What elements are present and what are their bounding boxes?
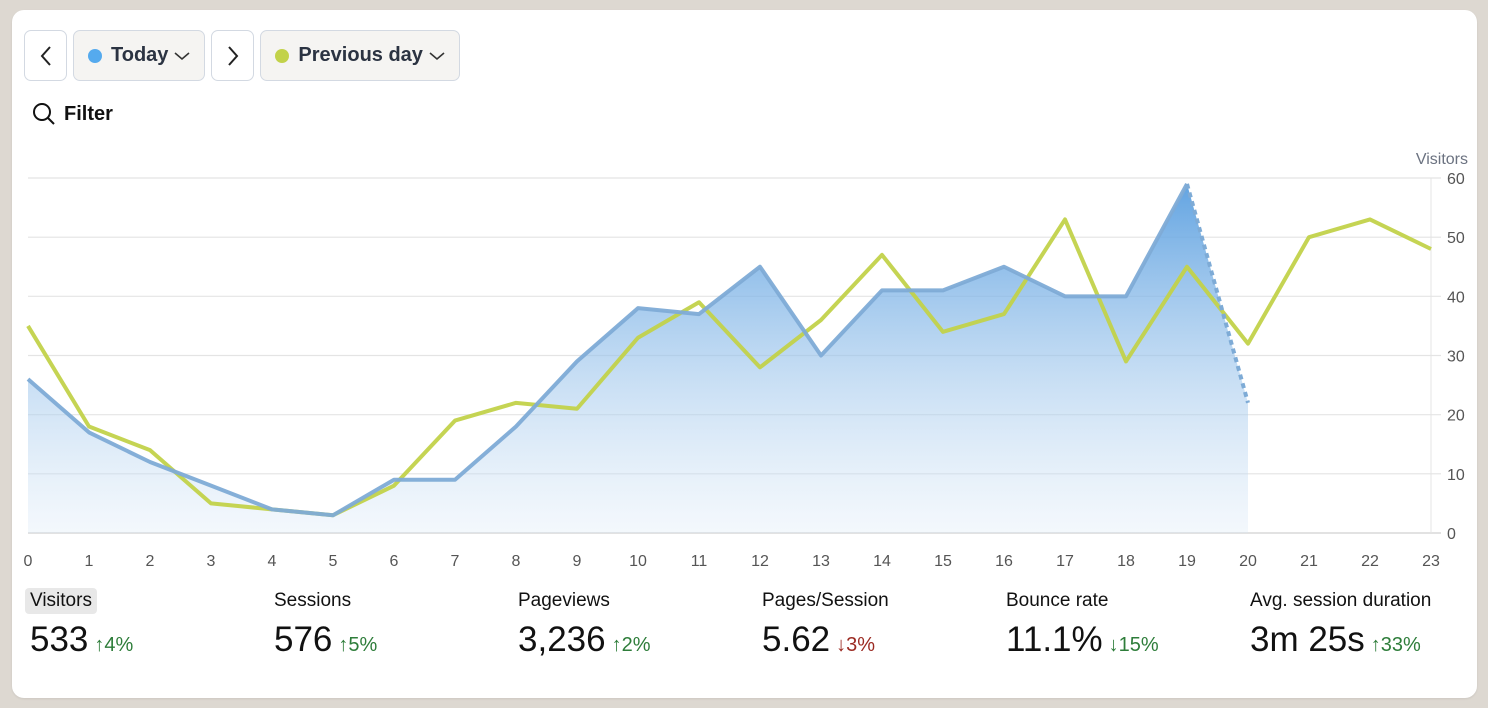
- stat-label: Pageviews: [518, 590, 610, 611]
- x-tick-label: 0: [24, 553, 33, 570]
- y-tick-label: 0: [1447, 526, 1456, 543]
- x-tick-label: 19: [1178, 553, 1196, 570]
- y-axis-title: Visitors: [1416, 151, 1468, 168]
- stat-change: ↑2%: [612, 634, 651, 657]
- x-tick-label: 20: [1239, 553, 1257, 570]
- stat-change-value: 33%: [1380, 634, 1421, 656]
- compare-period-label: Previous day: [298, 44, 423, 66]
- stat-value-row: 5.62 ↓3%: [762, 620, 894, 660]
- chevron-down-icon: [429, 51, 445, 61]
- y-tick-label: 30: [1447, 349, 1465, 366]
- x-tick-label: 23: [1422, 553, 1440, 570]
- stat-label: Sessions: [274, 590, 352, 611]
- x-tick-label: 2: [146, 553, 155, 570]
- stat-label: Pages/Session: [762, 590, 889, 611]
- x-tick-label: 7: [451, 553, 460, 570]
- x-tick-label: 4: [268, 553, 277, 570]
- arrow-up-icon: ↑: [94, 634, 105, 656]
- stat-value: 3,236: [518, 620, 606, 659]
- arrow-down-icon: ↓: [836, 634, 847, 656]
- y-tick-label: 10: [1447, 467, 1465, 484]
- chevron-down-icon: [174, 51, 190, 61]
- x-tick-label: 21: [1300, 553, 1318, 570]
- chevron-left-icon: [40, 45, 51, 66]
- x-tick-label: 10: [629, 553, 647, 570]
- y-tick-label: 60: [1447, 171, 1465, 188]
- stat-value: 3m 25s: [1250, 620, 1365, 659]
- filter-button[interactable]: Filter: [32, 102, 113, 126]
- x-tick-label: 9: [573, 553, 582, 570]
- stat-change-value: 5%: [348, 634, 378, 656]
- x-tick-label: 16: [995, 553, 1013, 570]
- stat-value-row: 3,236 ↑2%: [518, 620, 651, 660]
- stat-label: Visitors: [25, 588, 97, 614]
- stat-change-value: 4%: [104, 634, 134, 656]
- today-line: [26, 182, 1189, 518]
- stat-change-value: 3%: [846, 634, 876, 656]
- x-tick-label: 22: [1361, 553, 1379, 570]
- x-tick-label: 15: [934, 553, 952, 570]
- arrow-up-icon: ↑: [611, 634, 622, 656]
- y-tick-label: 20: [1447, 408, 1465, 425]
- search-icon: [33, 103, 55, 125]
- x-tick-label: 18: [1117, 553, 1135, 570]
- y-axis-ticks: 0 10 20 30 40 50 60: [1447, 171, 1465, 543]
- filter-label: Filter: [64, 102, 113, 125]
- stat-value: 533: [30, 620, 89, 659]
- stat-label: Bounce rate: [1006, 590, 1109, 611]
- stat-change-value: 15%: [1118, 634, 1159, 656]
- stat-value: 11.1%: [1006, 620, 1103, 659]
- stat-avg-session-duration[interactable]: Avg. session duration 3m 25s ↑33%: [1250, 588, 1436, 660]
- x-tick-label: 17: [1056, 553, 1074, 570]
- previous-period-button[interactable]: [24, 30, 67, 81]
- today-projected-line: [1185, 183, 1250, 404]
- stat-value-row: 3m 25s ↑33%: [1250, 620, 1436, 660]
- stat-value: 5.62: [762, 620, 831, 659]
- stat-sessions[interactable]: Sessions 576 ↑5%: [274, 588, 377, 660]
- stat-change: ↓3%: [836, 634, 875, 657]
- stat-change: ↑4%: [94, 634, 133, 657]
- current-period-label: Today: [111, 44, 169, 66]
- stat-value: 576: [274, 620, 333, 659]
- y-tick-label: 50: [1447, 230, 1465, 247]
- stat-pages-session[interactable]: Pages/Session 5.62 ↓3%: [762, 588, 894, 660]
- stat-change: ↓15%: [1109, 634, 1159, 657]
- x-tick-label: 5: [329, 553, 338, 570]
- summary-stats: Visitors 533 ↑4% Sessions 576 ↑5% Pageviews 3,2…: [18, 588, 1458, 678]
- current-period-color-dot: [88, 48, 102, 63]
- x-tick-label: 11: [691, 553, 708, 570]
- period-toolbar: Today Previous day: [24, 30, 460, 81]
- stat-pageviews[interactable]: Pageviews 3,236 ↑2%: [518, 588, 651, 660]
- arrow-down-icon: ↓: [1108, 634, 1119, 656]
- x-tick-label: 1: [85, 553, 94, 570]
- stat-change-value: 2%: [621, 634, 651, 656]
- x-tick-label: 8: [512, 553, 521, 570]
- x-tick-label: 14: [873, 553, 891, 570]
- today-area-fill: [28, 183, 1248, 533]
- stat-value-row: 533 ↑4%: [30, 620, 133, 660]
- x-tick-label: 3: [207, 553, 216, 570]
- stat-change: ↑5%: [338, 634, 377, 657]
- stat-change: ↑33%: [1371, 634, 1421, 657]
- stat-value-row: 11.1% ↓15%: [1006, 620, 1159, 660]
- x-tick-label: 12: [751, 553, 769, 570]
- chevron-right-icon: [228, 45, 239, 66]
- compare-period-color-dot: [275, 48, 290, 63]
- next-period-button[interactable]: [211, 30, 255, 81]
- stat-bounce-rate[interactable]: Bounce rate 11.1% ↓15%: [1006, 588, 1159, 660]
- x-axis-ticks: 0 1 2 3 4 5 6 7 8 9 10 11 12 13 14 15 16 17 18 19 20 21 22 23: [24, 553, 1440, 570]
- current-period-select[interactable]: Today: [73, 30, 206, 81]
- previous-day-line: [26, 217, 1432, 518]
- arrow-up-icon: ↑: [1370, 634, 1381, 656]
- compare-period-select[interactable]: Previous day: [260, 30, 460, 81]
- stat-visitors[interactable]: Visitors 533 ↑4%: [25, 588, 133, 660]
- y-tick-label: 40: [1447, 289, 1465, 306]
- stat-label: Avg. session duration: [1250, 590, 1432, 611]
- arrow-up-icon: ↑: [338, 634, 349, 656]
- x-tick-label: 6: [390, 553, 399, 570]
- stat-value-row: 576 ↑5%: [274, 620, 377, 660]
- x-tick-label: 13: [812, 553, 830, 570]
